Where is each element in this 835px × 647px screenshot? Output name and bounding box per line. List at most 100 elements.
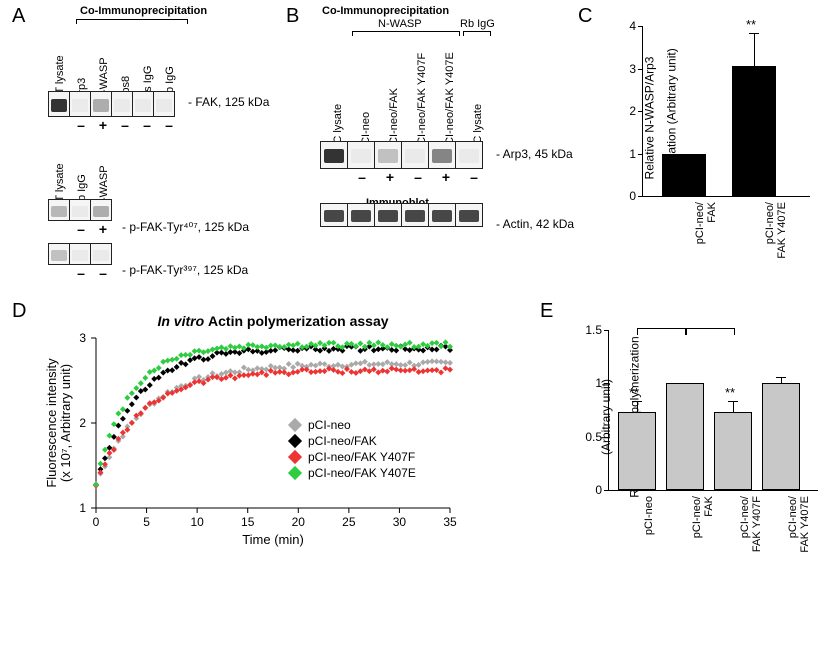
sign — [48, 117, 70, 133]
panel-B-lane-labels: SC lysatepCI-neopCI-neo/FAKpCI-neo/FAK Y… — [320, 37, 600, 141]
panel-B-sub-rbigg: Rb IgG — [460, 18, 495, 30]
legend-item: pCI-neo/FAK Y407E — [290, 466, 416, 480]
panel-A-bracket — [76, 19, 188, 24]
band — [72, 250, 88, 261]
lane — [320, 203, 348, 227]
band — [156, 99, 172, 112]
panel-A-label: A — [12, 5, 25, 28]
band — [324, 149, 345, 163]
y-axis — [642, 26, 643, 196]
legend-item: pCI-neo/FAK Y407F — [290, 450, 416, 464]
svg-text:3: 3 — [79, 331, 86, 345]
legend-swatch — [288, 466, 302, 480]
svg-text:30: 30 — [393, 515, 407, 529]
significance-label: ** — [746, 17, 756, 32]
band — [72, 206, 88, 217]
svg-text:25: 25 — [342, 515, 356, 529]
y-tick-label: 0.5 — [576, 430, 602, 444]
lane-label: pCI-neo/FAK Y407E — [444, 52, 456, 151]
x-tick-label: pCI-neo/FAK Y407E — [787, 496, 811, 576]
svg-text:Fluorescence intensity: Fluorescence intensity — [44, 358, 59, 488]
legend-label: pCI-neo/FAK — [308, 434, 377, 448]
svg-text:(x 10⁷, Arbitrary unit): (x 10⁷, Arbitrary unit) — [58, 364, 73, 482]
y-tick-label: 1 — [618, 147, 636, 161]
lane — [347, 203, 375, 227]
band — [432, 210, 453, 222]
lane — [90, 199, 112, 221]
lane — [374, 141, 402, 169]
lane — [374, 203, 402, 227]
sign: – — [70, 265, 92, 281]
band — [405, 149, 426, 163]
y-tick — [638, 196, 642, 197]
panel-A-blot-pfak397 — [48, 243, 298, 265]
band — [432, 149, 453, 163]
lane — [90, 91, 112, 117]
band — [324, 210, 345, 222]
y-tick-label: 2 — [618, 104, 636, 118]
sign: – — [114, 117, 136, 133]
sign: – — [348, 169, 376, 185]
lane — [48, 199, 70, 221]
band — [51, 206, 67, 217]
band — [93, 99, 109, 112]
error-cap — [776, 377, 786, 378]
svg-text:1: 1 — [79, 501, 86, 515]
panel-B-actin-label: - Actin, 42 kDa — [496, 217, 574, 231]
bar — [618, 412, 656, 490]
panel-A-top-lane-labels: ST lysateArp3N-WASPEps8Ms IgGRb IgG — [48, 25, 298, 91]
x-tick-label: pCI-neo/FAK Y407F — [739, 496, 763, 576]
sign: + — [92, 221, 114, 237]
scatter-plot: 05101520253035123In vitro Actin polymeri… — [40, 308, 500, 588]
y-tick — [604, 490, 608, 491]
sign: – — [404, 169, 432, 185]
band — [378, 149, 399, 163]
sign: – — [460, 169, 488, 185]
sign: – — [136, 117, 158, 133]
legend-swatch — [288, 418, 302, 432]
text: Arp3, 45 kDa — [503, 147, 573, 161]
band — [72, 99, 88, 112]
sign: – — [158, 117, 180, 133]
panel-B-signs: –+–+– — [320, 169, 600, 185]
y-tick — [638, 26, 642, 27]
error-bar — [733, 401, 734, 412]
lane — [401, 141, 429, 169]
y-tick — [604, 437, 608, 438]
sign: + — [376, 169, 404, 185]
y-tick-label: 4 — [618, 19, 636, 33]
legend-label: pCI-neo — [308, 418, 351, 432]
legend-swatch — [288, 450, 302, 464]
panel-D-label: D — [12, 300, 26, 323]
svg-text:35: 35 — [443, 515, 457, 529]
bar — [666, 383, 704, 490]
y-tick — [638, 154, 642, 155]
panel-B-bracket-nwasp — [352, 31, 460, 36]
svg-text:20: 20 — [292, 515, 306, 529]
sign — [48, 221, 70, 237]
y-tick — [638, 69, 642, 70]
error-cap — [728, 401, 738, 402]
lane — [428, 203, 456, 227]
x-axis — [608, 490, 818, 491]
lane — [69, 243, 91, 265]
band — [135, 99, 151, 112]
error-cap — [632, 401, 642, 402]
panel-B-label: B — [286, 5, 299, 28]
sign — [48, 265, 70, 281]
lane — [428, 141, 456, 169]
comparison-bracket — [637, 328, 687, 335]
legend-item: pCI-neo/FAK — [290, 434, 416, 448]
lane — [69, 199, 91, 221]
y-tick — [638, 111, 642, 112]
error-bar — [637, 401, 638, 412]
band — [93, 250, 109, 261]
band — [114, 99, 130, 112]
error-cap — [749, 33, 759, 34]
lane — [48, 243, 70, 265]
band — [405, 210, 426, 222]
panel-A-bottom-lane-labels: ST lysateRb IgGN-WASP — [48, 143, 298, 199]
y-tick — [604, 383, 608, 384]
y-tick-label: 1 — [576, 376, 602, 390]
legend-label: pCI-neo/FAK Y407F — [308, 450, 415, 464]
